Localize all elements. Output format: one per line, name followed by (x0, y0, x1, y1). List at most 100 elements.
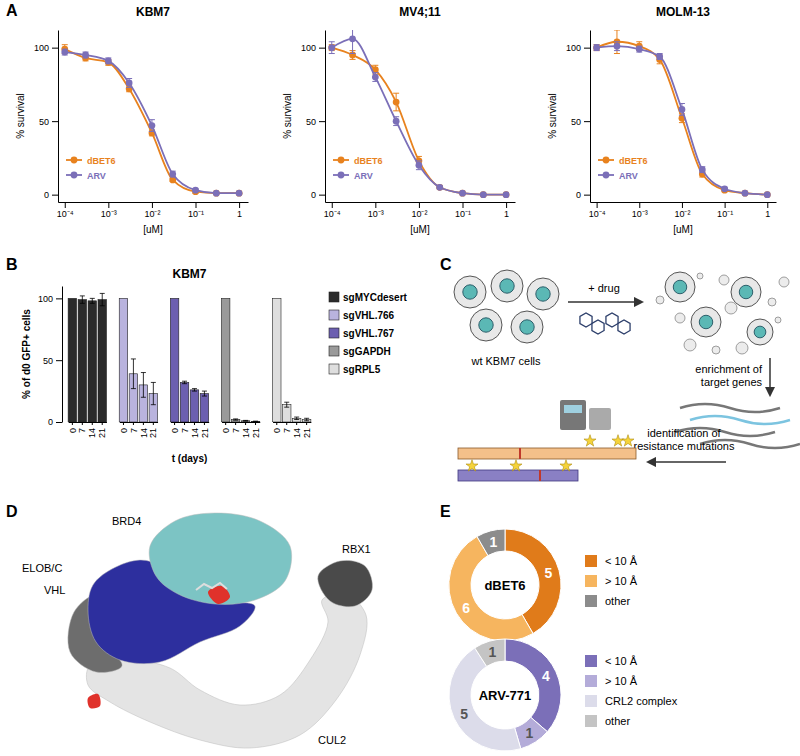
legend-swatch (329, 328, 339, 338)
label: BRD4 (112, 515, 141, 527)
panel-letter: D (6, 503, 18, 520)
arrow (568, 301, 642, 303)
axis-line (273, 422, 311, 423)
arrow (648, 461, 726, 463)
cell (527, 278, 559, 310)
tick: 10⁻⁴ (57, 202, 74, 219)
legend: dBET6ARV (333, 156, 383, 181)
label: VHL (44, 584, 65, 596)
tick-label: 10⁻³ (632, 209, 648, 219)
bar (190, 390, 198, 422)
point (213, 190, 220, 197)
tick-label: 10⁻³ (101, 209, 117, 219)
dead-cell (684, 339, 696, 351)
dead-cell (712, 346, 720, 354)
bar (231, 420, 239, 422)
slice (505, 639, 561, 732)
tick: 21 (302, 422, 312, 438)
data-label: 5 (545, 565, 553, 581)
tick: 7 (282, 422, 292, 433)
point (436, 184, 443, 191)
tick-label: 10⁻⁴ (589, 209, 606, 219)
legend-swatch (585, 695, 597, 707)
tick: 0 (68, 422, 78, 433)
legend-label: CRL2 complex (605, 695, 678, 707)
data-label: 6 (462, 600, 470, 616)
tick-label: 50 (43, 356, 53, 366)
tick: 7 (77, 422, 87, 433)
bar (98, 300, 106, 422)
point (61, 49, 68, 56)
curve (65, 52, 239, 193)
error-bar (594, 45, 600, 51)
tick-mark (56, 298, 62, 299)
tick-label: 0 (48, 417, 53, 427)
tick-mark (584, 121, 590, 122)
tick: 21 (251, 422, 261, 438)
tick-mark (92, 422, 93, 425)
line-chart: 10⁻⁴10⁻³10⁻²10⁻¹1050100MOLM-13[uM]% surv… (547, 5, 777, 235)
bar (282, 405, 290, 422)
legend: < 10 Å> 10 Åother (585, 555, 638, 607)
bar (221, 298, 229, 422)
structure: BRD4ELOB/CVHLRBX1CUL2 (22, 513, 372, 748)
error-bar (126, 79, 132, 88)
point (679, 106, 686, 113)
curve (597, 46, 768, 194)
legend: dBET6ARV (66, 156, 116, 181)
legend-label: dBET6 (354, 156, 383, 166)
axis-line (326, 202, 516, 203)
tick-label: 0 (311, 190, 316, 200)
x-axis-title: [uM] (410, 224, 430, 235)
label: wt KBM7 cells (470, 355, 541, 367)
legend-label: sgGAPDH (343, 346, 391, 357)
point (436, 184, 443, 191)
point (742, 190, 749, 197)
tick-label: 0 (221, 428, 231, 433)
tick: 50 (306, 117, 325, 127)
tick-label: 1 (237, 209, 242, 219)
error-bar (614, 30, 620, 54)
mutation-site (87, 694, 100, 709)
tick: 21 (148, 422, 158, 438)
tick-mark (82, 422, 83, 425)
y-axis-title: % survival (547, 93, 558, 139)
bar (273, 298, 281, 422)
data-label: 5 (460, 706, 468, 722)
label: CUL2 (318, 734, 346, 746)
tick-label: 14 (292, 428, 302, 438)
legend-label: dBET6 (87, 156, 116, 166)
brd4 (149, 513, 292, 604)
axis-line (69, 422, 107, 423)
tick-mark (152, 202, 153, 208)
tick-label: 10⁻² (144, 209, 160, 219)
dna-strand (680, 404, 780, 412)
point (503, 191, 510, 198)
legend-label: dBET6 (619, 156, 648, 166)
tick: 14 (292, 422, 302, 438)
error-bar (284, 402, 289, 407)
legend: < 10 Å> 10 ÅCRL2 complexother (585, 655, 678, 727)
dead-cell (725, 302, 737, 314)
axis-line (62, 287, 63, 423)
legend-label: sgRPL5 (343, 364, 381, 375)
tick-mark (52, 121, 58, 122)
error-bar (192, 389, 197, 391)
tick-mark (65, 202, 66, 208)
cell (665, 272, 695, 302)
slice (477, 529, 505, 556)
tick-label: 100 (566, 43, 581, 53)
tick-label: 10⁻³ (368, 209, 384, 219)
bar (78, 300, 86, 422)
tick-label: 100 (34, 43, 49, 53)
tick-mark (639, 202, 640, 208)
point (764, 191, 771, 198)
point (213, 190, 220, 197)
legend-label: ARV (619, 171, 638, 181)
star (622, 435, 634, 446)
title: MOLM-13 (656, 5, 710, 19)
tick-mark (123, 422, 124, 425)
tick-mark (102, 422, 103, 425)
molecule (580, 313, 592, 327)
tick-label: 10⁻⁴ (57, 209, 74, 219)
